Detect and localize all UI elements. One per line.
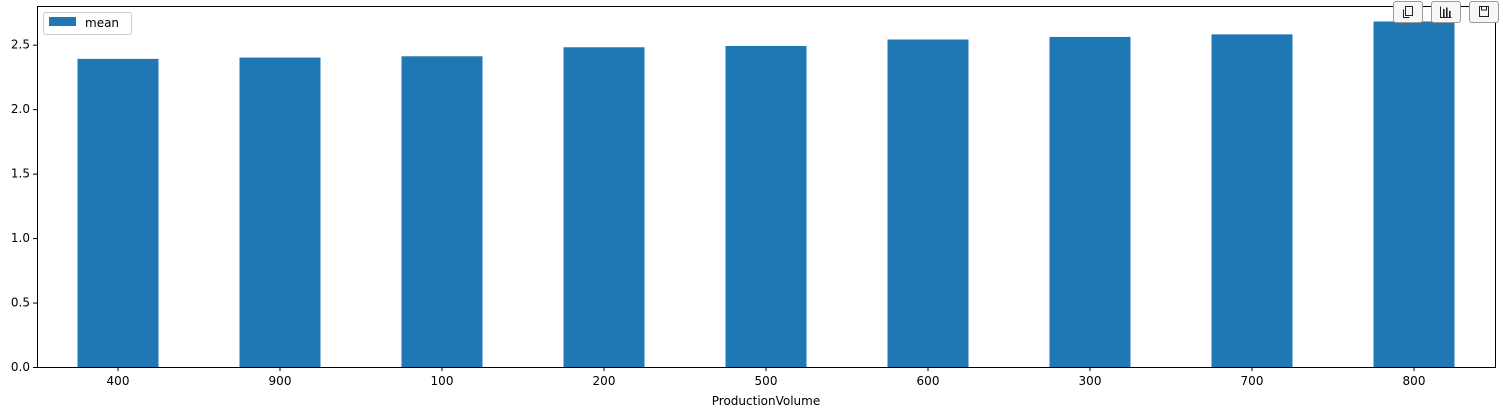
y-tick-label: 1.5	[11, 167, 30, 181]
bar-600	[887, 39, 969, 368]
legend: mean	[43, 12, 132, 35]
bar-800	[1373, 21, 1455, 367]
legend-label: mean	[85, 16, 119, 30]
bars-group	[77, 21, 1455, 368]
bar-100	[401, 56, 483, 368]
x-tick-label: 300	[1079, 374, 1102, 388]
x-tick-label: 400	[107, 374, 130, 388]
legend-swatch	[49, 17, 76, 26]
x-tick-label: 100	[431, 374, 454, 388]
y-tick-label: 2.0	[11, 102, 30, 116]
bar-700	[1211, 34, 1293, 367]
x-tick-label: 600	[917, 374, 940, 388]
save-icon	[1477, 5, 1491, 19]
bar-900	[239, 57, 321, 367]
bar-chart-icon	[1439, 5, 1453, 19]
y-tick-label: 1.0	[11, 231, 30, 245]
chart-view-button[interactable]	[1431, 1, 1461, 23]
x-axis: 400 900 100 200 500 600 300 700 800	[107, 367, 1426, 388]
bar-300	[1049, 36, 1131, 367]
bar-200	[563, 47, 645, 367]
x-tick-label: 800	[1403, 374, 1426, 388]
bar-500	[725, 45, 807, 367]
x-tick-label: 500	[755, 374, 778, 388]
copy-button[interactable]	[1393, 1, 1423, 23]
output-toolbar	[1393, 1, 1499, 23]
x-axis-label: ProductionVolume	[712, 394, 820, 408]
y-tick-label: 2.5	[11, 38, 30, 52]
x-tick-label: 900	[269, 374, 292, 388]
y-tick-label: 0.0	[11, 360, 30, 374]
copy-icon	[1401, 5, 1415, 19]
y-tick-label: 0.5	[11, 296, 30, 310]
bar-400	[77, 58, 159, 367]
x-tick-label: 200	[593, 374, 616, 388]
y-axis: 0.0 0.5 1.0 1.5 2.0 2.5	[11, 38, 37, 374]
save-button[interactable]	[1469, 1, 1499, 23]
x-tick-label: 700	[1241, 374, 1264, 388]
